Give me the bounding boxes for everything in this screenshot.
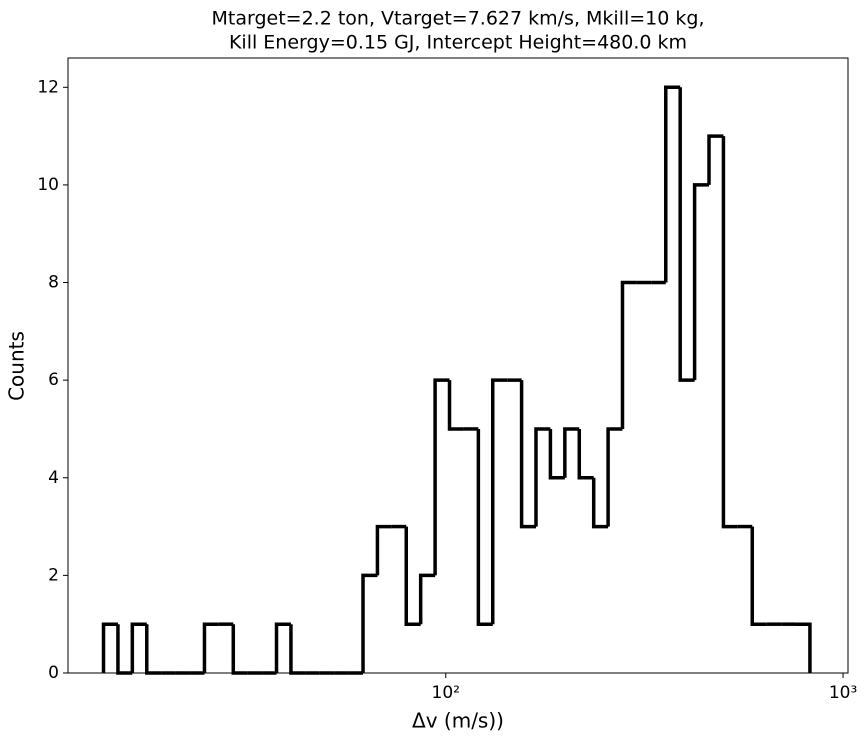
y-tick-label: 12 bbox=[37, 77, 59, 97]
y-tick-label: 8 bbox=[48, 273, 59, 293]
plot-frame bbox=[67, 57, 849, 674]
histogram-bin bbox=[418, 573, 436, 625]
histogram-bin bbox=[664, 85, 681, 283]
chart-title: Kill Energy=0.15 GJ, Intercept Height=48… bbox=[229, 32, 687, 54]
x-axis-label: Δv (m/s)) bbox=[412, 709, 504, 733]
histogram-bin bbox=[375, 524, 392, 576]
histogram-bin bbox=[795, 622, 812, 673]
histogram-bin bbox=[361, 573, 378, 673]
histogram-bin bbox=[678, 87, 695, 382]
histogram-bin bbox=[620, 280, 637, 429]
histogram-bin bbox=[274, 622, 291, 673]
histogram-bin bbox=[202, 622, 219, 673]
y-tick-label: 0 bbox=[48, 663, 59, 683]
y-axis-label: Counts bbox=[5, 331, 29, 401]
x-tick-label: 10³ bbox=[829, 683, 857, 703]
histogram-bin bbox=[433, 378, 450, 576]
y-tick-label: 4 bbox=[48, 468, 59, 488]
histogram-bin bbox=[519, 380, 536, 529]
histogram-bin bbox=[563, 427, 580, 478]
y-tick-label: 2 bbox=[48, 565, 59, 585]
histogram-bin bbox=[101, 622, 118, 673]
histogram-bin bbox=[591, 477, 609, 529]
histogram-bin bbox=[750, 526, 767, 626]
histogram-bin bbox=[606, 427, 623, 527]
chart-title: Mtarget=2.2 ton, Vtarget=7.627 km/s, Mki… bbox=[211, 8, 704, 30]
histogram-bin bbox=[476, 428, 493, 626]
histogram-bin bbox=[548, 428, 565, 480]
histogram-bin bbox=[130, 622, 147, 673]
histogram-bin bbox=[707, 134, 724, 185]
y-tick-label: 10 bbox=[37, 175, 59, 195]
histogram-bin bbox=[447, 380, 464, 431]
histogram-bin bbox=[490, 378, 508, 625]
histogram-bin bbox=[404, 526, 421, 626]
histogram-bin bbox=[692, 183, 710, 381]
histogram-bin bbox=[534, 427, 551, 527]
histogram-bin bbox=[577, 428, 594, 480]
y-tick-label: 6 bbox=[48, 370, 59, 390]
x-tick-label: 10² bbox=[432, 683, 460, 703]
histogram-bin bbox=[721, 136, 738, 529]
